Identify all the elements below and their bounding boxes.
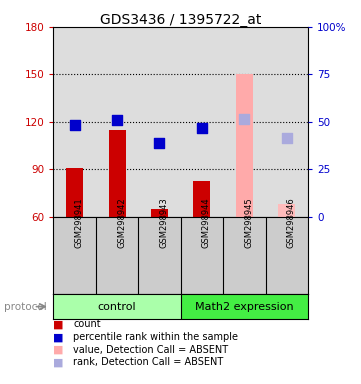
Text: value, Detection Call = ABSENT: value, Detection Call = ABSENT — [73, 345, 229, 355]
Text: ■: ■ — [53, 319, 64, 329]
Bar — [53, 294, 180, 319]
Bar — [96, 217, 138, 294]
Text: ■: ■ — [53, 332, 64, 342]
Bar — [193, 180, 210, 217]
Bar — [236, 74, 253, 217]
Text: GSM298941: GSM298941 — [75, 198, 84, 248]
Text: GSM298942: GSM298942 — [117, 198, 126, 248]
Bar — [151, 209, 168, 217]
Bar — [223, 217, 265, 294]
Bar — [265, 217, 308, 294]
Bar — [138, 217, 180, 294]
Point — [284, 135, 290, 141]
Text: count: count — [73, 319, 101, 329]
Bar — [180, 217, 223, 294]
Text: ■: ■ — [53, 358, 64, 367]
Text: GSM298943: GSM298943 — [160, 198, 169, 248]
Bar — [66, 168, 83, 217]
Text: GSM298945: GSM298945 — [244, 198, 253, 248]
Bar — [53, 217, 96, 294]
Bar — [278, 204, 295, 217]
Point — [242, 116, 247, 122]
Text: Math2 expression: Math2 expression — [195, 301, 293, 312]
Point — [157, 139, 162, 146]
Text: control: control — [98, 301, 136, 312]
Text: GSM298946: GSM298946 — [287, 198, 296, 248]
Text: GDS3436 / 1395722_at: GDS3436 / 1395722_at — [100, 13, 261, 27]
Text: GSM298944: GSM298944 — [202, 198, 211, 248]
Text: protocol: protocol — [4, 301, 46, 312]
Text: ■: ■ — [53, 345, 64, 355]
Text: rank, Detection Call = ABSENT: rank, Detection Call = ABSENT — [73, 358, 223, 367]
Bar — [109, 130, 126, 217]
Text: percentile rank within the sample: percentile rank within the sample — [73, 332, 238, 342]
Point — [114, 117, 120, 123]
Point — [199, 125, 205, 131]
Point — [72, 122, 78, 128]
Bar — [180, 294, 308, 319]
